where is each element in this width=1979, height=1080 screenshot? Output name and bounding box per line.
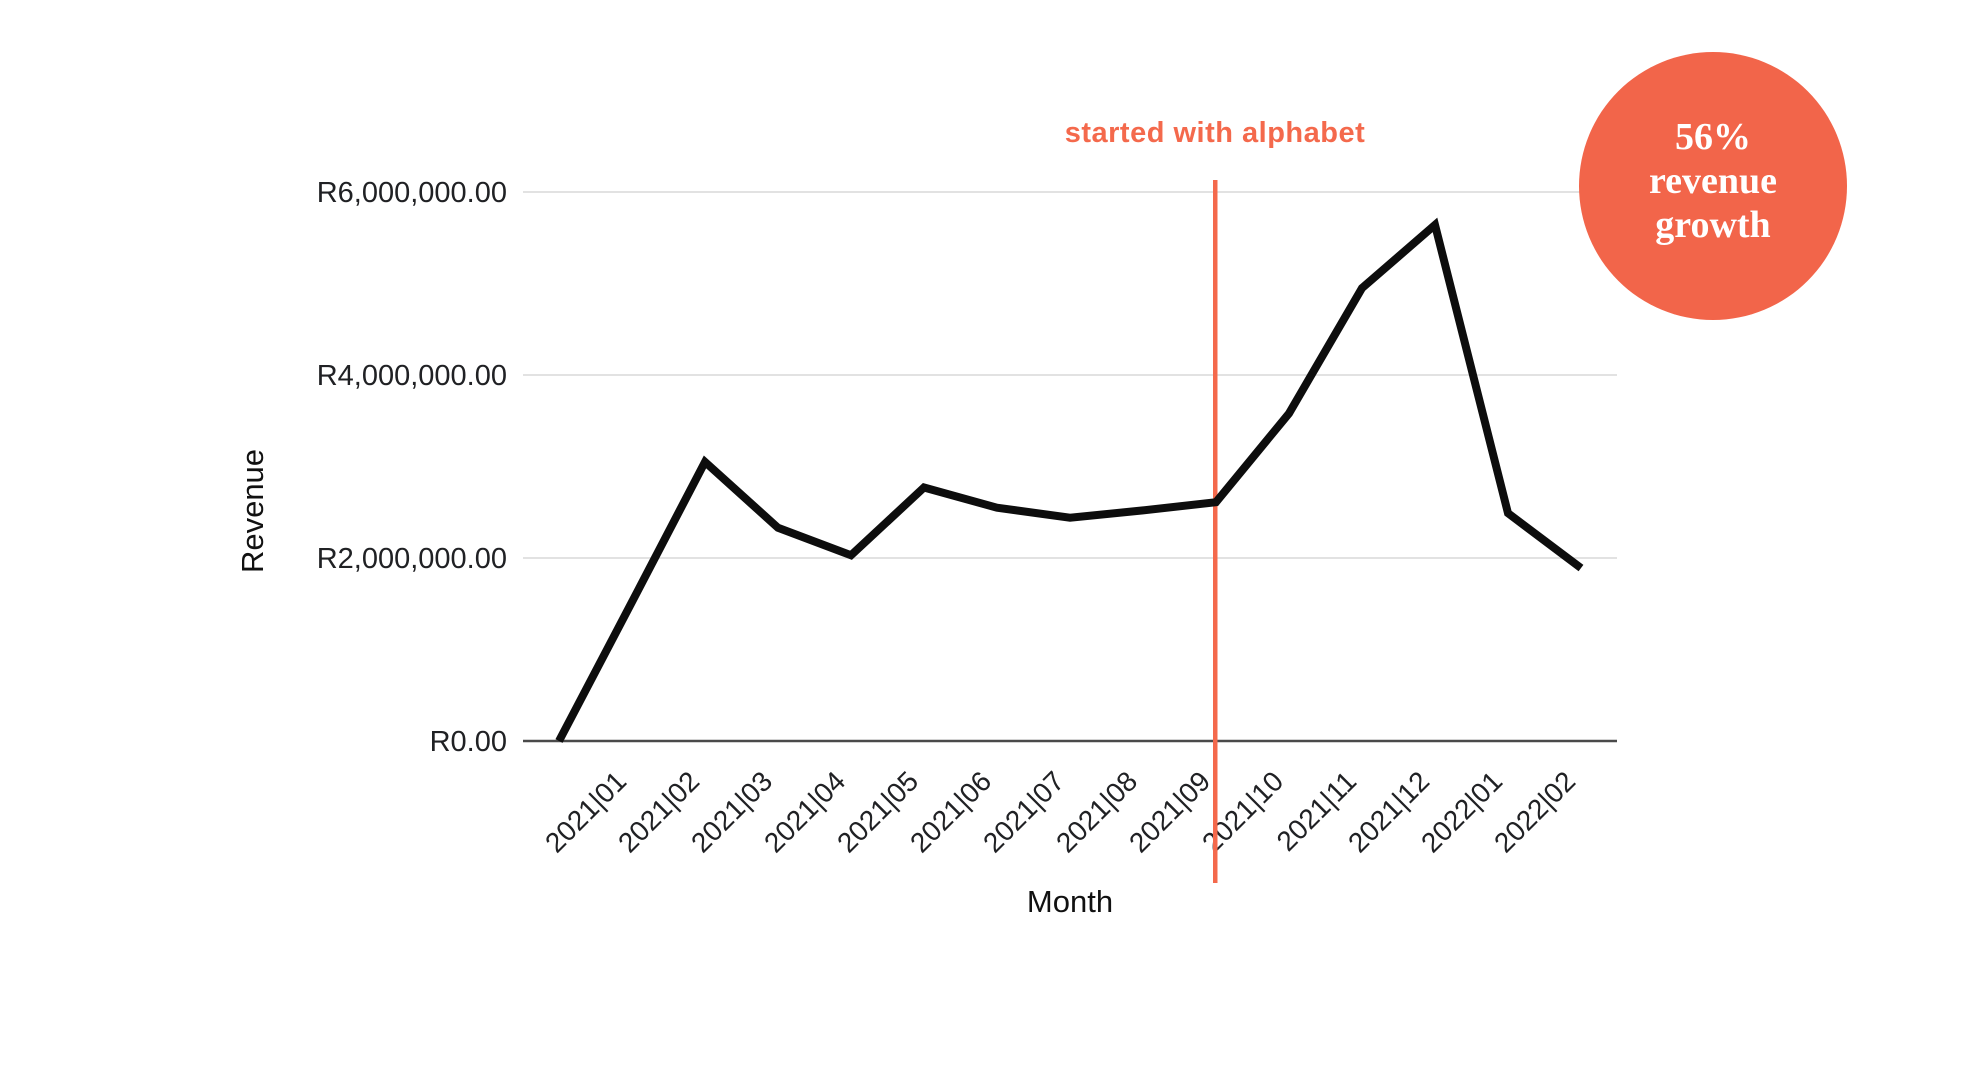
x-tick-label: 2021|09 [1123, 765, 1216, 858]
growth-badge: 56% revenue growth [1579, 52, 1847, 320]
y-axis-title: Revenue [235, 449, 270, 573]
y-tick-label: R4,000,000.00 [317, 360, 507, 392]
x-tick-label: 2021|04 [758, 765, 851, 858]
x-tick-label: 2021|05 [831, 765, 924, 858]
event-annotation-line [1213, 180, 1218, 883]
y-tick-label: R6,000,000.00 [317, 177, 507, 209]
revenue-series-line [555, 217, 1584, 743]
x-tick-label: 2021|03 [685, 765, 778, 858]
x-tick-label: 2022|01 [1415, 765, 1508, 858]
x-tick-label: 2021|01 [539, 765, 632, 858]
growth-badge-text-line1: 56% [1675, 116, 1751, 158]
growth-badge-text-line3: growth [1655, 204, 1770, 246]
y-tick-label: R0.00 [430, 726, 507, 758]
x-tick-label: 2021|08 [1050, 765, 1143, 858]
gridlines-group [523, 191, 1617, 743]
x-tick-label: 2021|12 [1342, 765, 1435, 858]
y-axis-tick-labels: R0.00 R2,000,000.00 R4,000,000.00 R6,000,00… [317, 177, 507, 758]
x-tick-label: 2022|02 [1488, 765, 1581, 858]
x-tick-label: 2021|10 [1196, 765, 1289, 858]
x-axis-title: Month [1027, 884, 1113, 919]
x-tick-label: 2021|06 [904, 765, 997, 858]
x-tick-label: 2021|07 [977, 765, 1070, 858]
x-tick-label: 2021|02 [612, 765, 705, 858]
event-annotation-label: started with alphabet [1065, 117, 1366, 149]
growth-badge-circle [1579, 52, 1847, 320]
growth-badge-text-line2: revenue [1649, 160, 1777, 202]
x-axis-tick-labels: 2021|012021|022021|032021|042021|052021|… [539, 765, 1581, 858]
y-tick-label: R2,000,000.00 [317, 543, 507, 575]
